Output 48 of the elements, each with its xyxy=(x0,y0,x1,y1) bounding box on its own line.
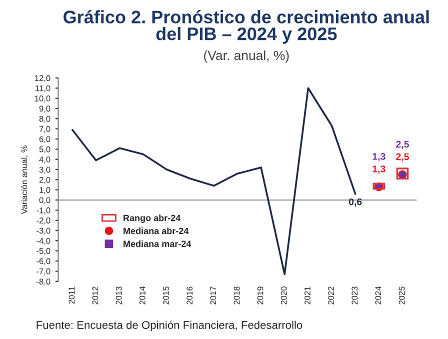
y-tick-label: 1,0 xyxy=(40,187,50,194)
y-tick-label: -6,0 xyxy=(36,258,50,266)
x-tick-label: 2020 xyxy=(280,286,287,304)
data-label: 1,3 xyxy=(372,165,386,174)
x-tick-label: 2024 xyxy=(375,286,382,304)
x-tick-label: 2014 xyxy=(139,286,146,304)
y-tick-label: -3,0 xyxy=(36,228,50,235)
x-tick-label: 2023 xyxy=(352,286,358,304)
y-tick-label: 3,0 xyxy=(39,166,50,174)
legend-label: Mediana abr-24 xyxy=(124,227,189,234)
x-tick-label: 2021 xyxy=(304,286,310,304)
y-tick-label: 9,0 xyxy=(39,106,50,113)
chart-subtitle: (Var. anual, %) xyxy=(204,50,289,63)
y-tick-label: 7,0 xyxy=(39,126,50,133)
legend-label: Rango abr-24 xyxy=(124,214,181,223)
x-tick-label: 2012 xyxy=(92,286,98,304)
y-tick-label: 12,0 xyxy=(35,75,50,82)
x-tick-label: 2017 xyxy=(210,286,216,304)
x-tick-label: 2025 xyxy=(398,286,405,304)
y-axis-title: Variación anual, % xyxy=(20,146,28,214)
x-tick-label: 2013 xyxy=(116,286,122,304)
y-tick-label: 11,0 xyxy=(36,85,50,92)
data-label: 2,5 xyxy=(396,153,409,162)
data-label: 2,5 xyxy=(396,140,409,150)
x-tick-label: 2019 xyxy=(257,286,264,304)
x-tick-label: 2022 xyxy=(328,286,334,304)
y-tick-label: -4,0 xyxy=(36,238,50,245)
y-tick-label: 10,0 xyxy=(35,96,50,102)
source-note: Fuente: Encuesta de Opinión Financiera, Fedesarrollo xyxy=(36,320,302,332)
x-tick-label: 2011 xyxy=(68,286,75,304)
y-tick-label: 5,0 xyxy=(39,146,50,154)
x-tick-label: 2016 xyxy=(186,286,193,304)
y-tick-label: -1,0 xyxy=(36,207,50,214)
y-tick-label: -2,0 xyxy=(36,218,50,224)
data-label: 0,6 xyxy=(348,198,362,207)
x-tick-label: 2015 xyxy=(163,286,169,304)
legend-label: Mediana mar-24 xyxy=(124,240,192,248)
y-tick-label: -7,0 xyxy=(36,268,50,276)
y-tick-label: 4,0 xyxy=(39,156,50,164)
chart-title: Gráfico 2. Pronóstico de crecimiento anual del PIB – 2024 y 2025 xyxy=(64,10,429,44)
x-tick-label: 2018 xyxy=(234,286,240,304)
y-tick-label: -8,0 xyxy=(36,278,50,286)
y-tick-label: 6,0 xyxy=(39,136,50,144)
y-tick-label: 0,0 xyxy=(39,197,50,204)
y-tick-label: 2,0 xyxy=(39,176,50,184)
y-tick-label: -5,0 xyxy=(36,248,50,255)
data-label: 1,3 xyxy=(372,152,386,162)
y-tick-label: 8,0 xyxy=(39,116,50,123)
